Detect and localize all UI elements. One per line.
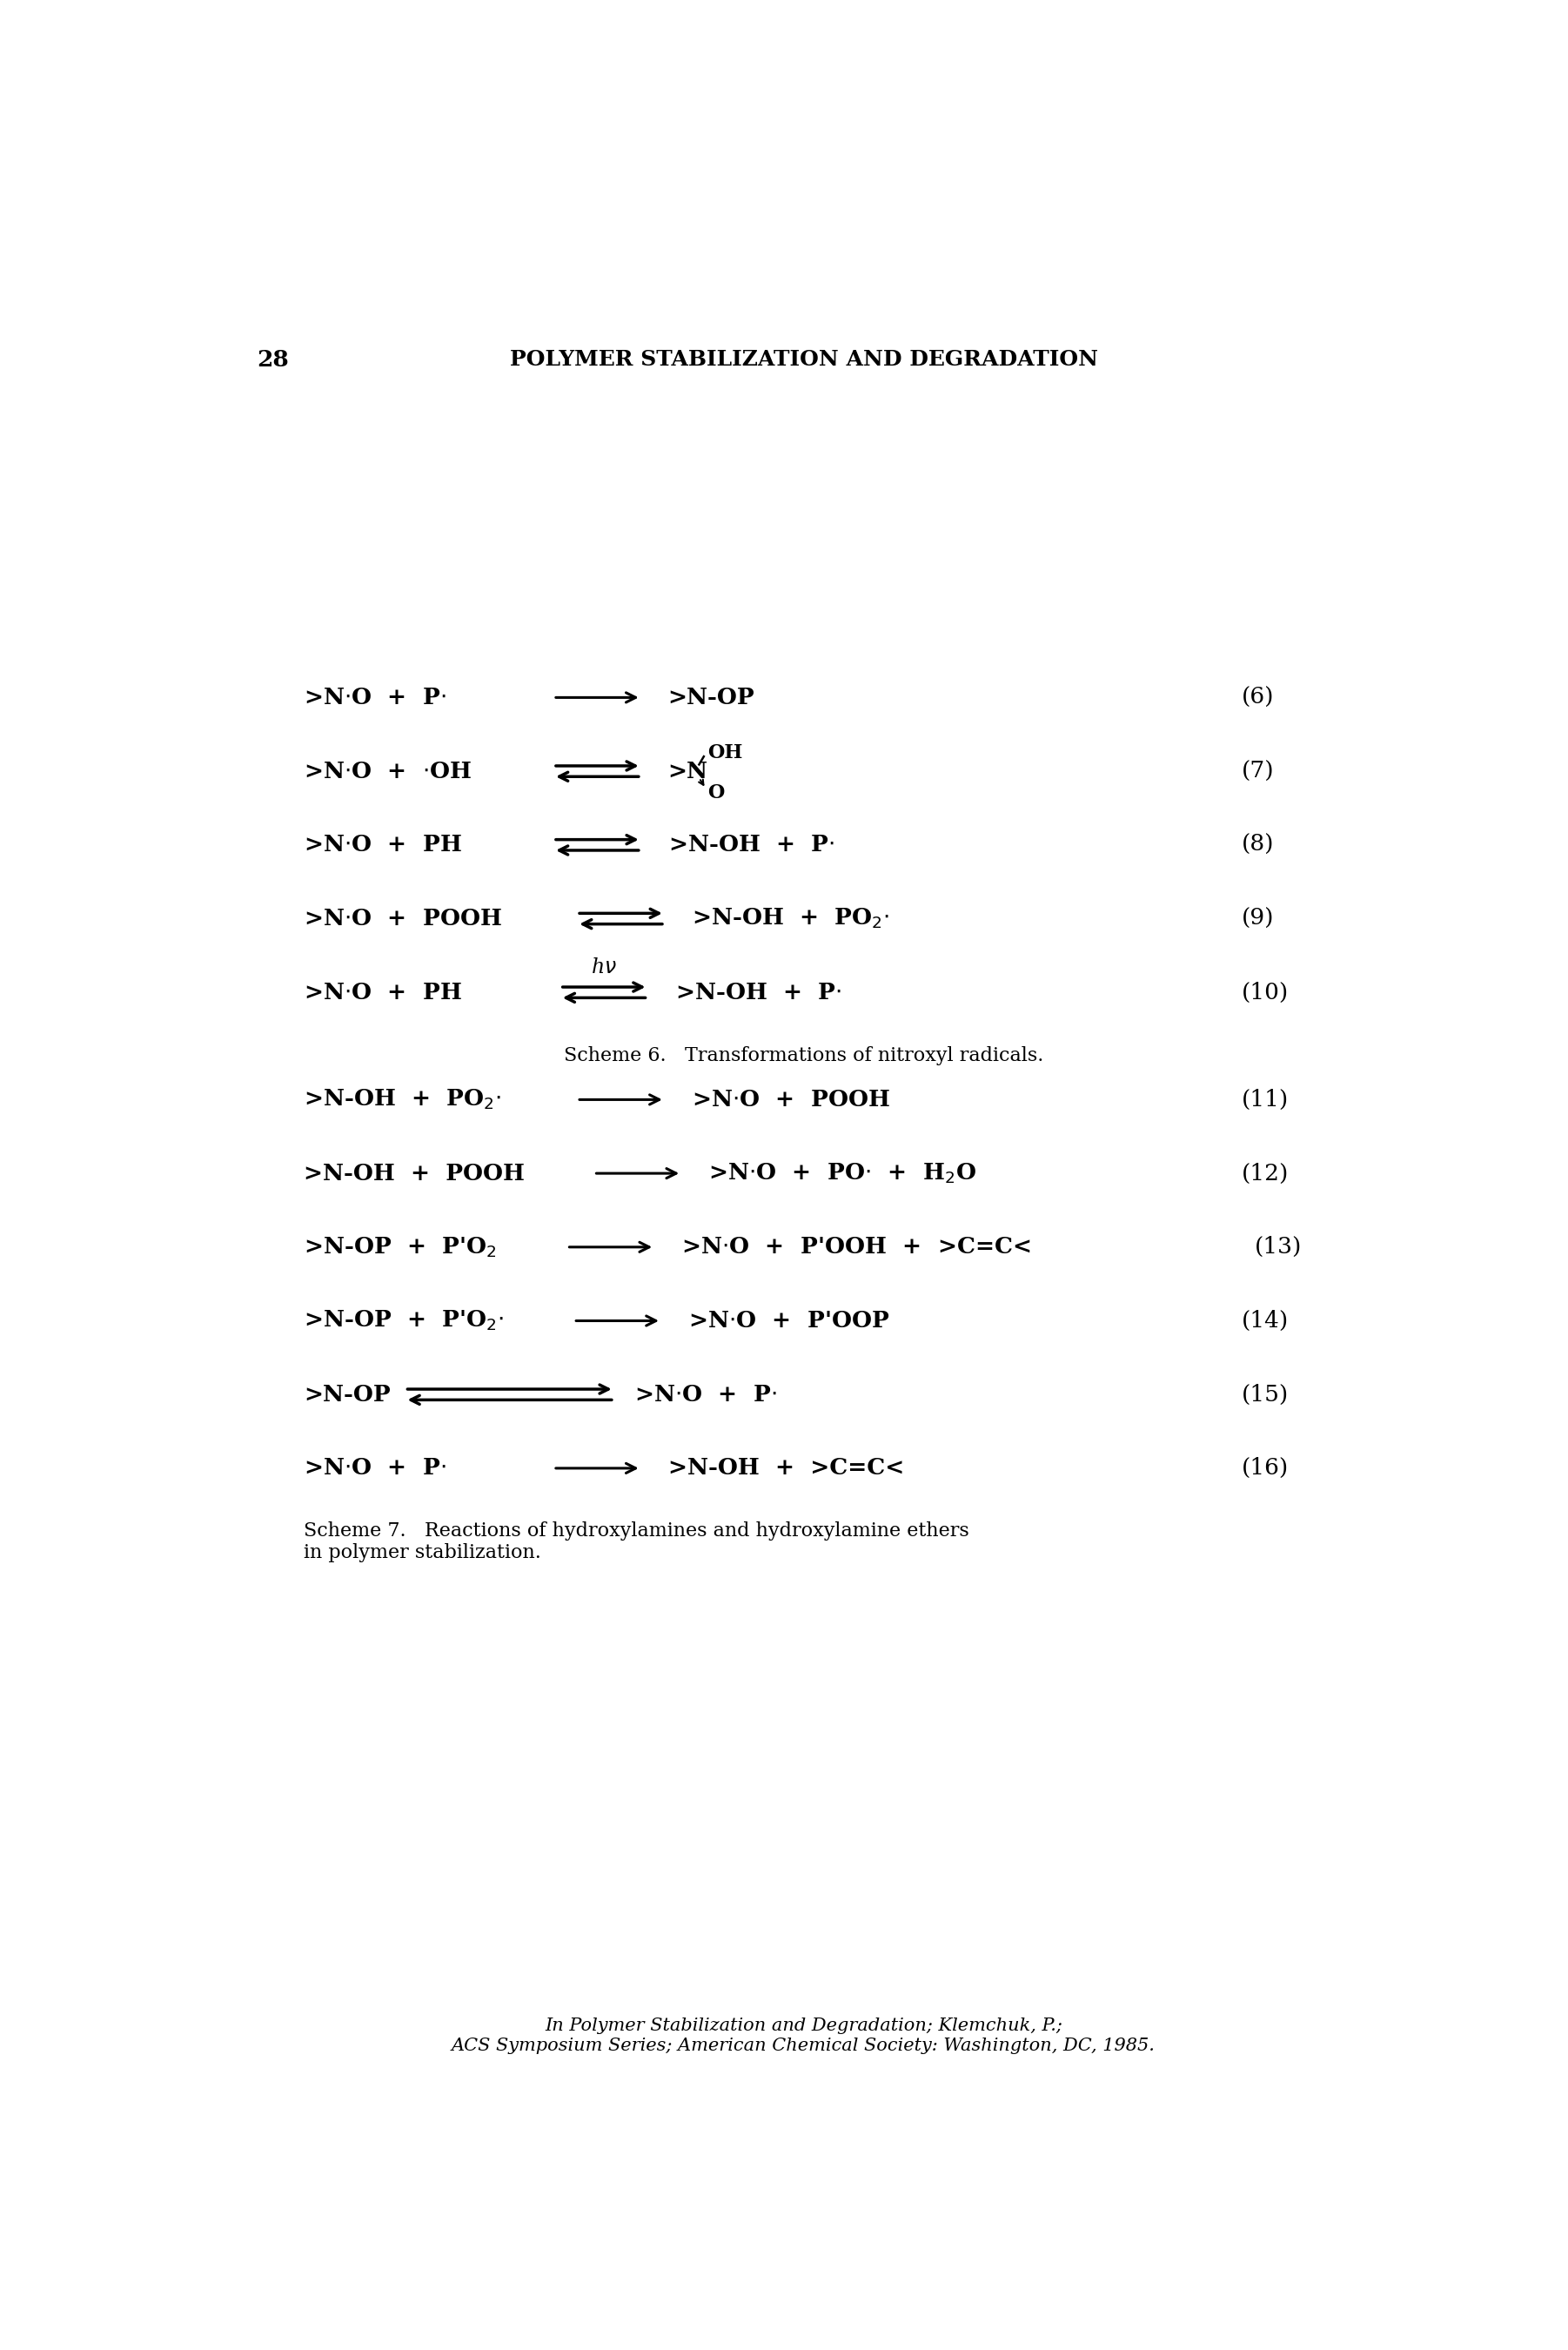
Text: (9): (9) (1242, 907, 1273, 931)
Text: Scheme 6.   Transformations of nitroxyl radicals.: Scheme 6. Transformations of nitroxyl ra… (564, 1046, 1043, 1065)
Text: >N-OH  +  P$\cdot$: >N-OH + P$\cdot$ (674, 982, 840, 1003)
Text: >N-OP  +  P'O$_2$: >N-OP + P'O$_2$ (304, 1236, 497, 1260)
Text: in polymer stabilization.: in polymer stabilization. (304, 1544, 541, 1563)
Text: (8): (8) (1242, 834, 1273, 855)
Text: >N-OH  +  PO$_2$$\cdot$: >N-OH + PO$_2$$\cdot$ (304, 1088, 502, 1112)
Text: (14): (14) (1242, 1309, 1289, 1332)
Text: (6): (6) (1242, 686, 1273, 707)
Text: >N-OH  +  POOH: >N-OH + POOH (304, 1163, 525, 1184)
Text: >N-OH  +  PO$_2$$\cdot$: >N-OH + PO$_2$$\cdot$ (691, 907, 889, 931)
Text: >N$\cdot$O  +  PO$\cdot$  +  H$_2$O: >N$\cdot$O + PO$\cdot$ + H$_2$O (709, 1161, 977, 1184)
Text: (7): (7) (1242, 761, 1273, 783)
Text: Scheme 7.   Reactions of hydroxylamines and hydroxylamine ethers: Scheme 7. Reactions of hydroxylamines an… (304, 1523, 969, 1542)
Text: h$\nu$: h$\nu$ (591, 959, 616, 978)
Text: >N-OH  +  >C=C<: >N-OH + >C=C< (668, 1457, 905, 1478)
Text: >N$\cdot$O  +  P$\cdot$: >N$\cdot$O + P$\cdot$ (304, 686, 447, 707)
Text: (15): (15) (1242, 1384, 1289, 1405)
Text: >N$\cdot$O  +  P'OOH  +  >C=C<: >N$\cdot$O + P'OOH + >C=C< (682, 1236, 1030, 1257)
Text: >N$\cdot$O  +  PH: >N$\cdot$O + PH (304, 982, 463, 1003)
Text: ACS Symposium Series; American Chemical Society: Washington, DC, 1985.: ACS Symposium Series; American Chemical … (452, 2037, 1156, 2054)
Text: (10): (10) (1242, 982, 1289, 1003)
Text: (12): (12) (1242, 1163, 1289, 1184)
Text: POLYMER STABILIZATION AND DEGRADATION: POLYMER STABILIZATION AND DEGRADATION (510, 350, 1098, 369)
Text: OH: OH (707, 743, 742, 761)
Text: >N$\cdot$O  +  POOH: >N$\cdot$O + POOH (304, 907, 502, 931)
Text: >N-OP: >N-OP (668, 686, 754, 707)
Text: >N-OH  +  P$\cdot$: >N-OH + P$\cdot$ (668, 834, 834, 855)
Text: >N$\cdot$O  +  PH: >N$\cdot$O + PH (304, 834, 463, 855)
Text: >N$\cdot$O  +  P$\cdot$: >N$\cdot$O + P$\cdot$ (304, 1457, 447, 1478)
Text: >N$\cdot$O  +  P$\cdot$: >N$\cdot$O + P$\cdot$ (635, 1384, 776, 1405)
Text: O: O (707, 783, 724, 801)
Text: >N$\cdot$O  +  P'OOP: >N$\cdot$O + P'OOP (688, 1309, 889, 1332)
Text: >N: >N (668, 761, 709, 783)
Text: >N-OP  +  P'O$_2$$\cdot$: >N-OP + P'O$_2$$\cdot$ (304, 1309, 503, 1332)
Text: In Polymer Stabilization and Degradation; Klemchuk, P.;: In Polymer Stabilization and Degradation… (544, 2019, 1063, 2035)
Text: (11): (11) (1242, 1088, 1289, 1112)
Text: >N$\cdot$O  +  POOH: >N$\cdot$O + POOH (691, 1088, 891, 1112)
Text: >N-OP: >N-OP (304, 1384, 390, 1405)
Text: 28: 28 (257, 350, 289, 371)
Text: (16): (16) (1242, 1457, 1289, 1478)
Text: >N$\cdot$O  +  $\cdot$OH: >N$\cdot$O + $\cdot$OH (304, 761, 472, 783)
Text: (13): (13) (1254, 1236, 1301, 1257)
